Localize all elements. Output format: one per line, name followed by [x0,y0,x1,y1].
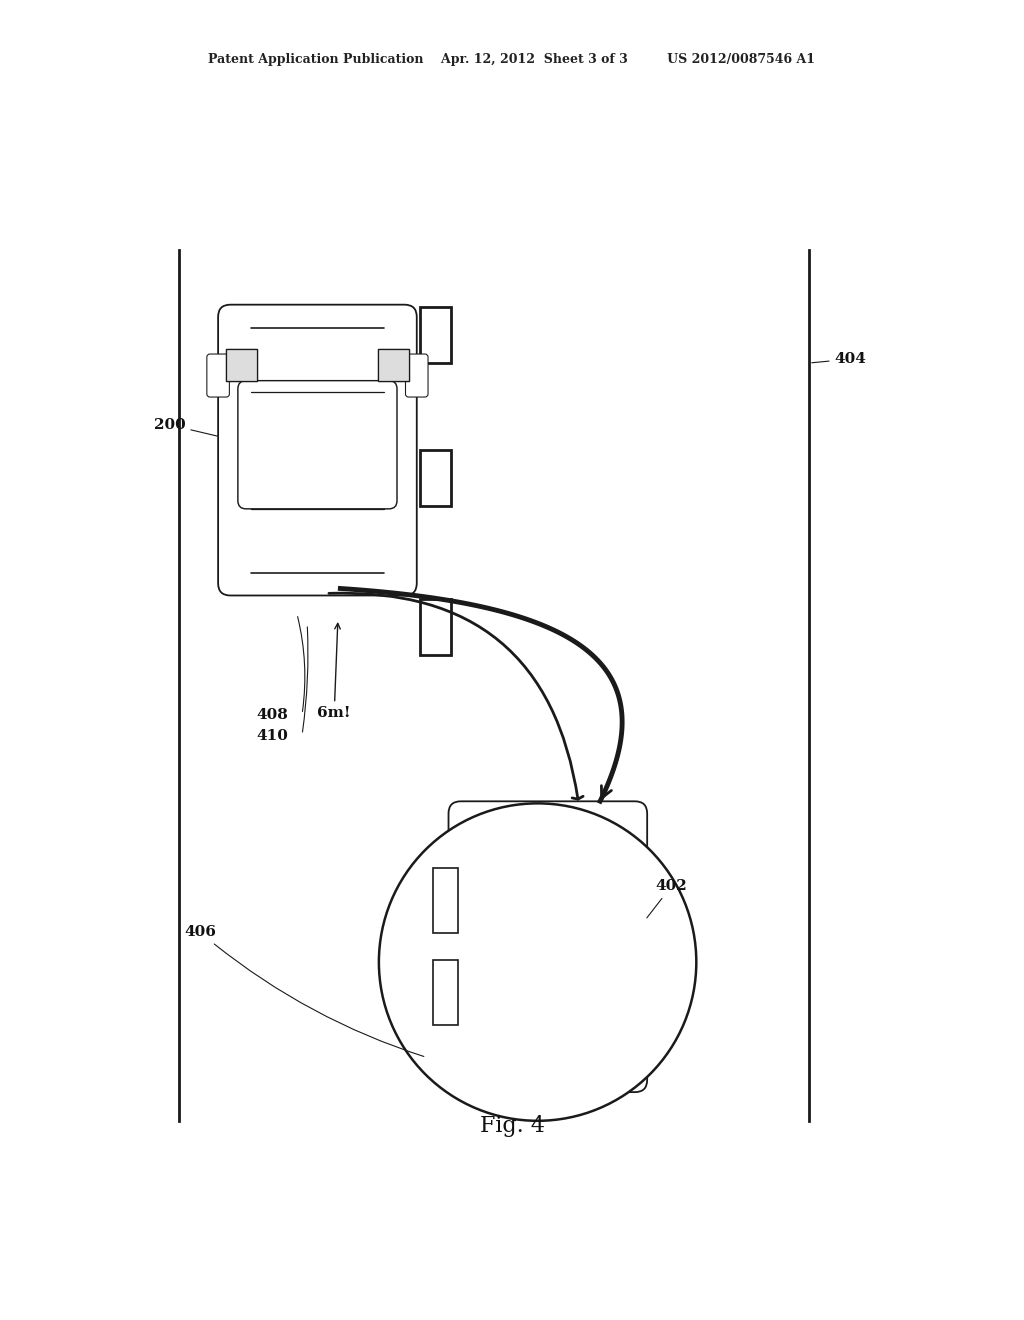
Text: 402: 402 [647,879,687,917]
Bar [420,450,451,507]
Bar [608,1016,639,1048]
Bar [378,348,409,381]
FancyBboxPatch shape [437,999,460,1043]
FancyBboxPatch shape [449,801,647,1092]
Text: 200: 200 [154,418,217,436]
Bar [226,348,257,381]
FancyBboxPatch shape [238,380,397,508]
Text: 6m!: 6m! [317,623,351,721]
Bar [432,869,459,933]
FancyBboxPatch shape [218,305,417,595]
FancyBboxPatch shape [207,354,229,397]
Text: 408: 408 [256,709,288,722]
FancyBboxPatch shape [468,888,628,1016]
Bar [226,348,257,381]
Text: Patent Application Publication    Apr. 12, 2012  Sheet 3 of 3         US 2012/00: Patent Application Publication Apr. 12, … [209,53,815,66]
Bar [420,306,451,363]
FancyBboxPatch shape [636,999,658,1043]
Bar [457,1016,487,1048]
Text: 406: 406 [184,925,424,1056]
Circle shape [379,804,696,1121]
Bar [378,348,409,381]
Bar [420,598,451,655]
Text: 410: 410 [256,729,288,743]
FancyBboxPatch shape [406,354,428,397]
Bar [457,1016,487,1048]
Text: Fig. 4: Fig. 4 [479,1115,545,1137]
Bar [608,1016,639,1048]
Text: 404: 404 [812,352,866,366]
Bar [432,960,459,1026]
